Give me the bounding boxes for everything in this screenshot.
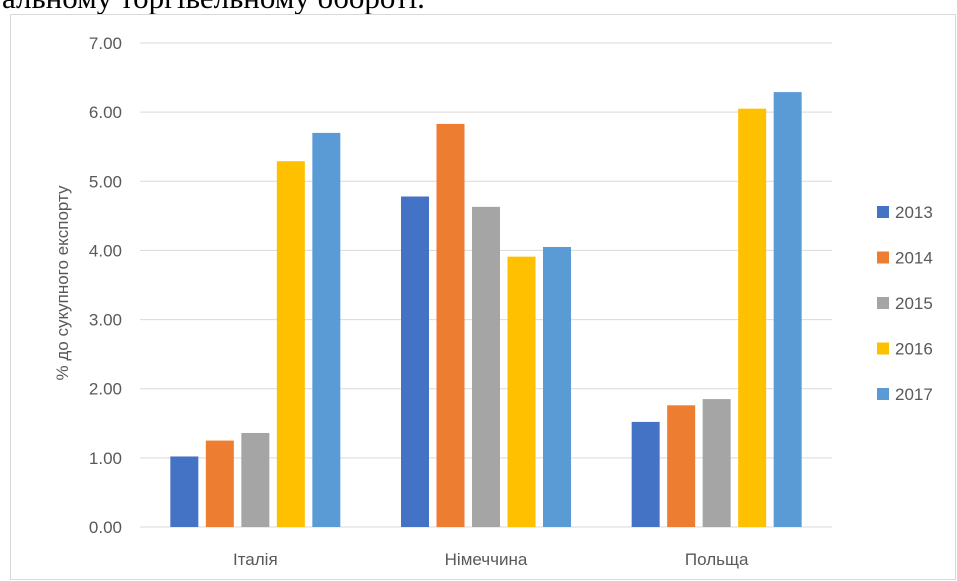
bar-2014-1 <box>205 440 234 527</box>
y-tick-label: 7.00 <box>89 34 122 53</box>
bar-2015-1 <box>241 432 270 527</box>
y-tick-label: 0.00 <box>89 518 122 537</box>
x-tick-label: Італія <box>233 550 278 569</box>
y-tick-label: 4.00 <box>89 241 122 260</box>
legend-swatch-2016 <box>877 342 889 355</box>
bar-2015-2 <box>472 206 500 527</box>
bar-2017-1 <box>312 132 341 527</box>
legend-label-2016: 2016 <box>895 340 933 359</box>
bar-2013-2 <box>401 196 429 528</box>
legend-label-2013: 2013 <box>895 203 933 222</box>
x-tick-label: Німеччина <box>445 550 528 569</box>
bar-2013-3 <box>631 421 660 527</box>
bar-2014-3 <box>667 405 696 527</box>
y-tick-label: 2.00 <box>89 380 122 399</box>
legend-swatch-2014 <box>877 251 889 264</box>
bar-2014-2 <box>436 123 465 527</box>
document-text-fragment: альному торгівельному обороті. <box>0 0 957 18</box>
legend-label-2015: 2015 <box>895 294 933 313</box>
legend-swatch-2017 <box>877 388 889 400</box>
bar-2016-3 <box>738 108 767 527</box>
bar-2016-2 <box>507 256 536 527</box>
y-tick-label: 1.00 <box>89 449 122 468</box>
legend-label-2014: 2014 <box>895 249 933 268</box>
y-axis-ticks: 0.00 1.00 2.00 3.00 4.00 5.00 6.00 7.00 <box>89 34 122 537</box>
y-tick-label: 5.00 <box>89 172 122 191</box>
bar-2017-2 <box>543 246 571 527</box>
x-axis-ticks: Італія Німеччина Польща <box>233 550 749 569</box>
bar-2016-1 <box>276 161 305 527</box>
bar-2013-1 <box>170 456 199 527</box>
bar-2015-3 <box>702 399 731 527</box>
legend: 2013 2014 2015 2016 2017 <box>877 203 933 404</box>
legend-swatch-2015 <box>877 297 889 309</box>
bar-2017-3 <box>773 92 802 527</box>
y-tick-label: 6.00 <box>89 103 122 122</box>
x-tick-label: Польща <box>685 550 749 569</box>
legend-label-2017: 2017 <box>895 385 933 404</box>
legend-swatch-2013 <box>877 206 889 218</box>
bars <box>170 92 802 528</box>
y-axis-label: % до сукупного експорту <box>53 185 72 380</box>
y-tick-label: 3.00 <box>89 311 122 330</box>
